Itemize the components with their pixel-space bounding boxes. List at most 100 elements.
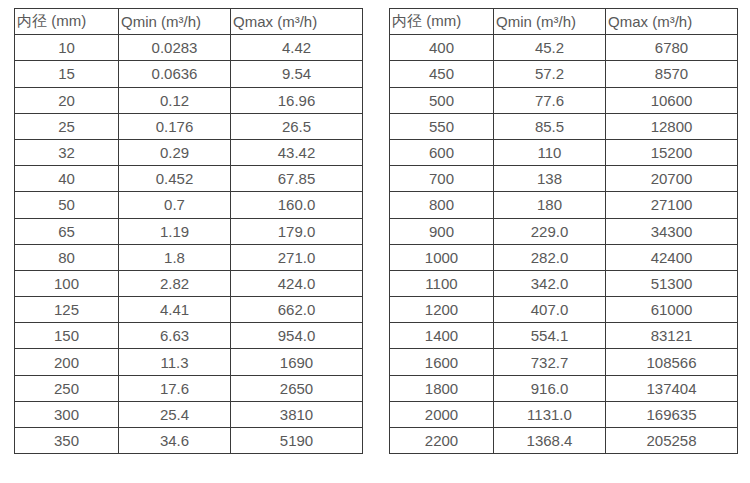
diameter-cell: 500 bbox=[390, 87, 494, 113]
table-row: 70013820700 bbox=[390, 166, 738, 192]
table-row: 55085.512800 bbox=[390, 113, 738, 139]
table-row: 30025.43810 bbox=[15, 401, 363, 427]
table-row: 150.06369.54 bbox=[15, 61, 363, 87]
qmax-cell: 1690 bbox=[231, 349, 363, 375]
diameter-cell: 100 bbox=[15, 270, 119, 296]
qmin-cell: 138 bbox=[494, 166, 606, 192]
column-header-1: Qmin (m³/h) bbox=[494, 9, 606, 35]
qmin-cell: 554.1 bbox=[494, 323, 606, 349]
diameter-cell: 600 bbox=[390, 139, 494, 165]
table-header-row: 内径 (mm)Qmin (m³/h)Qmax (m³/h) bbox=[390, 9, 738, 35]
qmin-cell: 0.176 bbox=[119, 113, 231, 139]
qmax-cell: 34300 bbox=[606, 218, 738, 244]
diameter-cell: 32 bbox=[15, 139, 119, 165]
diameter-cell: 1800 bbox=[390, 375, 494, 401]
column-header-2: Qmax (m³/h) bbox=[231, 9, 363, 35]
table-row: 35034.65190 bbox=[15, 428, 363, 454]
table-row: 500.7160.0 bbox=[15, 192, 363, 218]
qmax-cell: 67.85 bbox=[231, 166, 363, 192]
diameter-cell: 125 bbox=[15, 297, 119, 323]
diameter-cell: 1400 bbox=[390, 323, 494, 349]
qmin-cell: 110 bbox=[494, 139, 606, 165]
qmax-cell: 424.0 bbox=[231, 270, 363, 296]
qmax-cell: 2650 bbox=[231, 375, 363, 401]
table-row: 22001368.4205258 bbox=[390, 428, 738, 454]
diameter-cell: 300 bbox=[15, 401, 119, 427]
qmin-cell: 45.2 bbox=[494, 35, 606, 61]
qmax-cell: 27100 bbox=[606, 192, 738, 218]
diameter-cell: 450 bbox=[390, 61, 494, 87]
diameter-cell: 250 bbox=[15, 375, 119, 401]
table-row: 50077.610600 bbox=[390, 87, 738, 113]
table-row: 20001131.0169635 bbox=[390, 401, 738, 427]
qmax-cell: 9.54 bbox=[231, 61, 363, 87]
qmin-cell: 25.4 bbox=[119, 401, 231, 427]
table-row: 1200407.061000 bbox=[390, 297, 738, 323]
qmin-cell: 57.2 bbox=[494, 61, 606, 87]
table-row: 900229.034300 bbox=[390, 218, 738, 244]
qmin-cell: 0.7 bbox=[119, 192, 231, 218]
qmin-cell: 1368.4 bbox=[494, 428, 606, 454]
table-body: 40045.2678045057.2857050077.61060055085.… bbox=[390, 35, 738, 454]
qmin-cell: 17.6 bbox=[119, 375, 231, 401]
qmax-cell: 954.0 bbox=[231, 323, 363, 349]
diameter-cell: 65 bbox=[15, 218, 119, 244]
diameter-cell: 150 bbox=[15, 323, 119, 349]
table-row: 1400554.183121 bbox=[390, 323, 738, 349]
qmax-cell: 51300 bbox=[606, 270, 738, 296]
page: 内径 (mm)Qmin (m³/h)Qmax (m³/h) 100.02834.… bbox=[0, 0, 750, 483]
header-row: 内径 (mm)Qmin (m³/h)Qmax (m³/h) bbox=[390, 9, 738, 35]
qmin-cell: 34.6 bbox=[119, 428, 231, 454]
qmin-cell: 0.12 bbox=[119, 87, 231, 113]
qmax-cell: 169635 bbox=[606, 401, 738, 427]
qmin-cell: 1.19 bbox=[119, 218, 231, 244]
qmin-cell: 180 bbox=[494, 192, 606, 218]
qmin-cell: 6.63 bbox=[119, 323, 231, 349]
qmin-cell: 1.8 bbox=[119, 244, 231, 270]
table-row: 1506.63954.0 bbox=[15, 323, 363, 349]
qmin-cell: 0.0636 bbox=[119, 61, 231, 87]
qmax-cell: 20700 bbox=[606, 166, 738, 192]
qmax-cell: 16.96 bbox=[231, 87, 363, 113]
qmax-cell: 83121 bbox=[606, 323, 738, 349]
diameter-cell: 1100 bbox=[390, 270, 494, 296]
qmin-cell: 916.0 bbox=[494, 375, 606, 401]
diameter-cell: 10 bbox=[15, 35, 119, 61]
qmax-cell: 271.0 bbox=[231, 244, 363, 270]
qmax-cell: 4.42 bbox=[231, 35, 363, 61]
diameter-cell: 2000 bbox=[390, 401, 494, 427]
qmin-cell: 407.0 bbox=[494, 297, 606, 323]
column-header-0: 内径 (mm) bbox=[390, 9, 494, 35]
qmax-cell: 662.0 bbox=[231, 297, 363, 323]
diameter-cell: 200 bbox=[15, 349, 119, 375]
table-row: 320.2943.42 bbox=[15, 139, 363, 165]
qmax-cell: 15200 bbox=[606, 139, 738, 165]
diameter-cell: 20 bbox=[15, 87, 119, 113]
table-body: 100.02834.42150.06369.54200.1216.96250.1… bbox=[15, 35, 363, 454]
qmax-cell: 12800 bbox=[606, 113, 738, 139]
table-row: 200.1216.96 bbox=[15, 87, 363, 113]
qmax-cell: 10600 bbox=[606, 87, 738, 113]
table-row: 25017.62650 bbox=[15, 375, 363, 401]
qmin-cell: 0.29 bbox=[119, 139, 231, 165]
column-header-1: Qmin (m³/h) bbox=[119, 9, 231, 35]
header-row: 内径 (mm)Qmin (m³/h)Qmax (m³/h) bbox=[15, 9, 363, 35]
diameter-cell: 40 bbox=[15, 166, 119, 192]
qmax-cell: 137404 bbox=[606, 375, 738, 401]
diameter-cell: 50 bbox=[15, 192, 119, 218]
diameter-cell: 350 bbox=[15, 428, 119, 454]
diameter-cell: 1000 bbox=[390, 244, 494, 270]
qmin-cell: 4.41 bbox=[119, 297, 231, 323]
column-header-0: 内径 (mm) bbox=[15, 9, 119, 35]
qmin-cell: 0.0283 bbox=[119, 35, 231, 61]
qmin-cell: 2.82 bbox=[119, 270, 231, 296]
table-row: 1600732.7108566 bbox=[390, 349, 738, 375]
diameter-cell: 2200 bbox=[390, 428, 494, 454]
flow-table-right-container: 内径 (mm)Qmin (m³/h)Qmax (m³/h) 40045.2678… bbox=[389, 8, 737, 454]
table-row: 1800916.0137404 bbox=[390, 375, 738, 401]
table-row: 1100342.051300 bbox=[390, 270, 738, 296]
qmax-cell: 43.42 bbox=[231, 139, 363, 165]
flow-table-left: 内径 (mm)Qmin (m³/h)Qmax (m³/h) 100.02834.… bbox=[14, 8, 363, 454]
qmin-cell: 732.7 bbox=[494, 349, 606, 375]
diameter-cell: 800 bbox=[390, 192, 494, 218]
